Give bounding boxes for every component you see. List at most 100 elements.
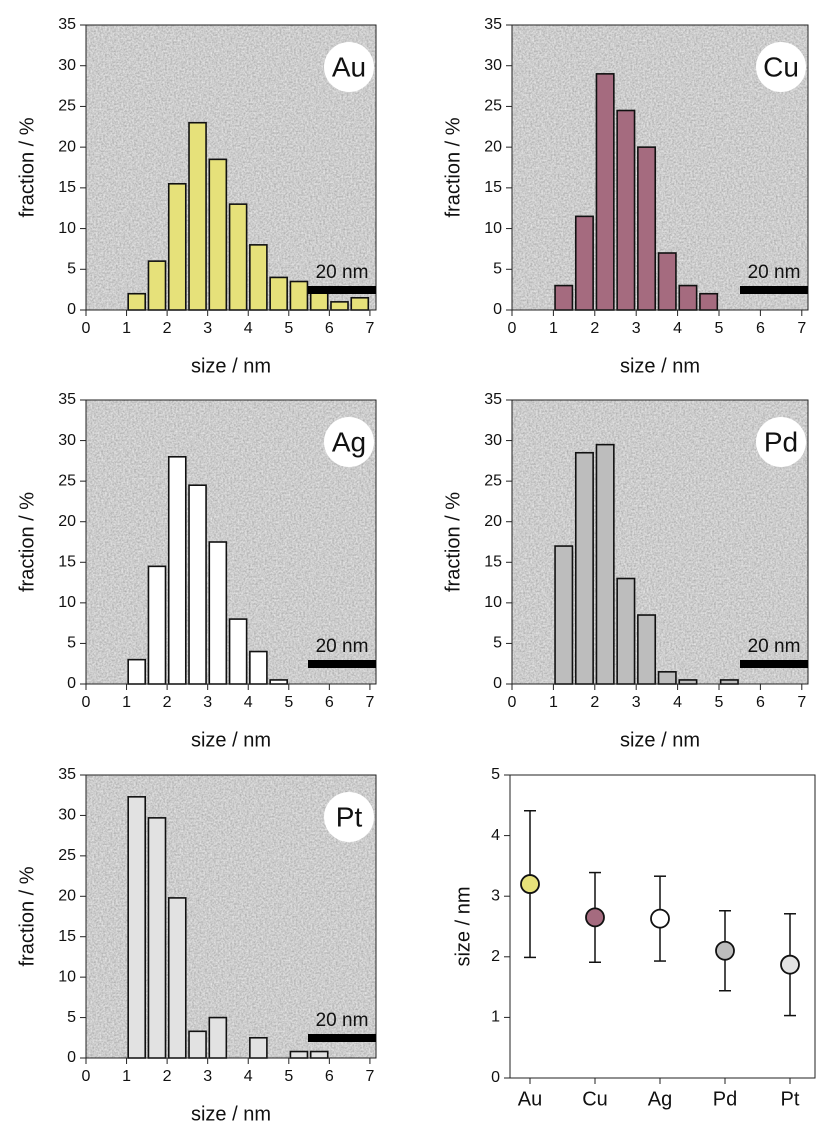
bar bbox=[616, 109, 636, 311]
x-tick-label: 1 bbox=[122, 320, 131, 337]
x-tick-label: Pt bbox=[781, 1088, 800, 1110]
annotation: Pt bbox=[336, 801, 363, 832]
bar bbox=[249, 244, 268, 311]
annotation-badge bbox=[324, 417, 374, 467]
bar bbox=[719, 679, 739, 685]
bar bbox=[188, 121, 207, 311]
bar bbox=[699, 292, 719, 311]
scale-bar bbox=[308, 1034, 376, 1042]
y-tick-label: 4 bbox=[491, 827, 500, 844]
bar bbox=[637, 146, 657, 311]
x-tick-label: 7 bbox=[365, 1068, 374, 1085]
y-tick-label: 35 bbox=[58, 766, 76, 783]
x-tick-label: 0 bbox=[508, 320, 517, 337]
x-tick-label: 7 bbox=[365, 694, 374, 711]
bar bbox=[657, 252, 677, 311]
y-tick-label: 15 bbox=[484, 554, 502, 571]
y-tick-label: 15 bbox=[58, 179, 76, 196]
y-tick-label: 15 bbox=[58, 554, 76, 571]
bar bbox=[167, 182, 187, 311]
point bbox=[585, 907, 605, 928]
scale-bar bbox=[308, 660, 376, 668]
x-tick-label: 6 bbox=[756, 694, 765, 711]
y-tick-label: 1 bbox=[491, 1009, 500, 1026]
annotation: Au bbox=[332, 51, 366, 82]
x-tick-label: 7 bbox=[797, 320, 806, 337]
y-tick-label: 0 bbox=[493, 675, 502, 692]
y-tick-label: 30 bbox=[58, 57, 76, 74]
x-tick-label: 5 bbox=[715, 320, 724, 337]
bar bbox=[637, 614, 657, 685]
y-tick-label: 35 bbox=[58, 16, 76, 33]
bar bbox=[330, 301, 349, 311]
x-axis-label: size / nm bbox=[191, 355, 271, 377]
x-tick-label: 6 bbox=[756, 320, 765, 337]
plot-frame bbox=[509, 774, 816, 1079]
x-tick-label: 6 bbox=[325, 320, 334, 337]
x-tick-label: 2 bbox=[163, 1068, 172, 1085]
y-axis-label: fraction / % bbox=[442, 492, 464, 592]
annotation-badge bbox=[756, 417, 806, 467]
y-tick-label: 30 bbox=[484, 57, 502, 74]
x-tick-label: 0 bbox=[82, 694, 91, 711]
y-tick-label: 15 bbox=[58, 928, 76, 945]
x-tick-label: 6 bbox=[325, 1068, 334, 1085]
bar bbox=[188, 1030, 207, 1059]
bar bbox=[249, 1036, 268, 1059]
x-tick-label: 0 bbox=[82, 320, 91, 337]
bar bbox=[147, 260, 167, 311]
y-tick-label: 20 bbox=[58, 138, 76, 155]
y-tick-label: 20 bbox=[58, 888, 76, 905]
x-tick-label: 6 bbox=[325, 694, 334, 711]
x-tick-label: Cu bbox=[582, 1088, 608, 1110]
plot-frame bbox=[511, 399, 809, 685]
bar bbox=[309, 1050, 329, 1059]
x-tick-label: 0 bbox=[82, 1068, 91, 1085]
x-axis-label: size / nm bbox=[620, 355, 700, 377]
bar bbox=[554, 545, 574, 685]
bar bbox=[188, 484, 207, 685]
bar bbox=[574, 215, 594, 311]
x-tick-label: 3 bbox=[203, 694, 212, 711]
annotation-badge bbox=[324, 42, 374, 92]
y-tick-label: 35 bbox=[484, 391, 502, 408]
plot-frame bbox=[85, 24, 377, 311]
y-tick-label: 35 bbox=[484, 16, 502, 33]
x-tick-label: 0 bbox=[508, 694, 517, 711]
bar bbox=[147, 565, 167, 685]
y-tick-label: 5 bbox=[67, 261, 76, 278]
x-axis-label: size / nm bbox=[191, 1103, 271, 1125]
x-tick-label: 2 bbox=[590, 320, 599, 337]
plot-frame bbox=[511, 24, 809, 311]
x-tick-label: 1 bbox=[549, 320, 558, 337]
y-tick-label: 25 bbox=[58, 98, 76, 115]
bar bbox=[595, 73, 615, 311]
y-tick-label: 20 bbox=[484, 513, 502, 530]
bar bbox=[208, 158, 228, 311]
x-tick-label: 5 bbox=[284, 320, 293, 337]
x-tick-label: 5 bbox=[715, 694, 724, 711]
y-tick-label: 15 bbox=[484, 179, 502, 196]
y-tick-label: 3 bbox=[491, 887, 500, 904]
bar bbox=[249, 650, 268, 685]
x-tick-label: 3 bbox=[632, 320, 641, 337]
y-tick-label: 5 bbox=[493, 635, 502, 652]
x-tick-label: 2 bbox=[590, 694, 599, 711]
bar bbox=[289, 1050, 309, 1059]
y-tick-label: 5 bbox=[491, 766, 500, 783]
y-axis-label: size / nm bbox=[452, 886, 474, 966]
y-tick-label: 25 bbox=[58, 472, 76, 489]
x-tick-label: 5 bbox=[284, 694, 293, 711]
x-tick-label: 3 bbox=[203, 320, 212, 337]
bar bbox=[678, 284, 698, 311]
point bbox=[520, 874, 540, 894]
annotation-badge bbox=[756, 42, 806, 92]
y-axis-label: fraction / % bbox=[16, 866, 38, 966]
y-tick-label: 0 bbox=[67, 1049, 76, 1066]
y-tick-label: 10 bbox=[58, 968, 76, 985]
x-tick-label: Ag bbox=[648, 1088, 672, 1110]
scale-bar-label: 20 nm bbox=[748, 262, 801, 283]
bar bbox=[269, 276, 288, 311]
x-tick-label: 2 bbox=[163, 320, 172, 337]
